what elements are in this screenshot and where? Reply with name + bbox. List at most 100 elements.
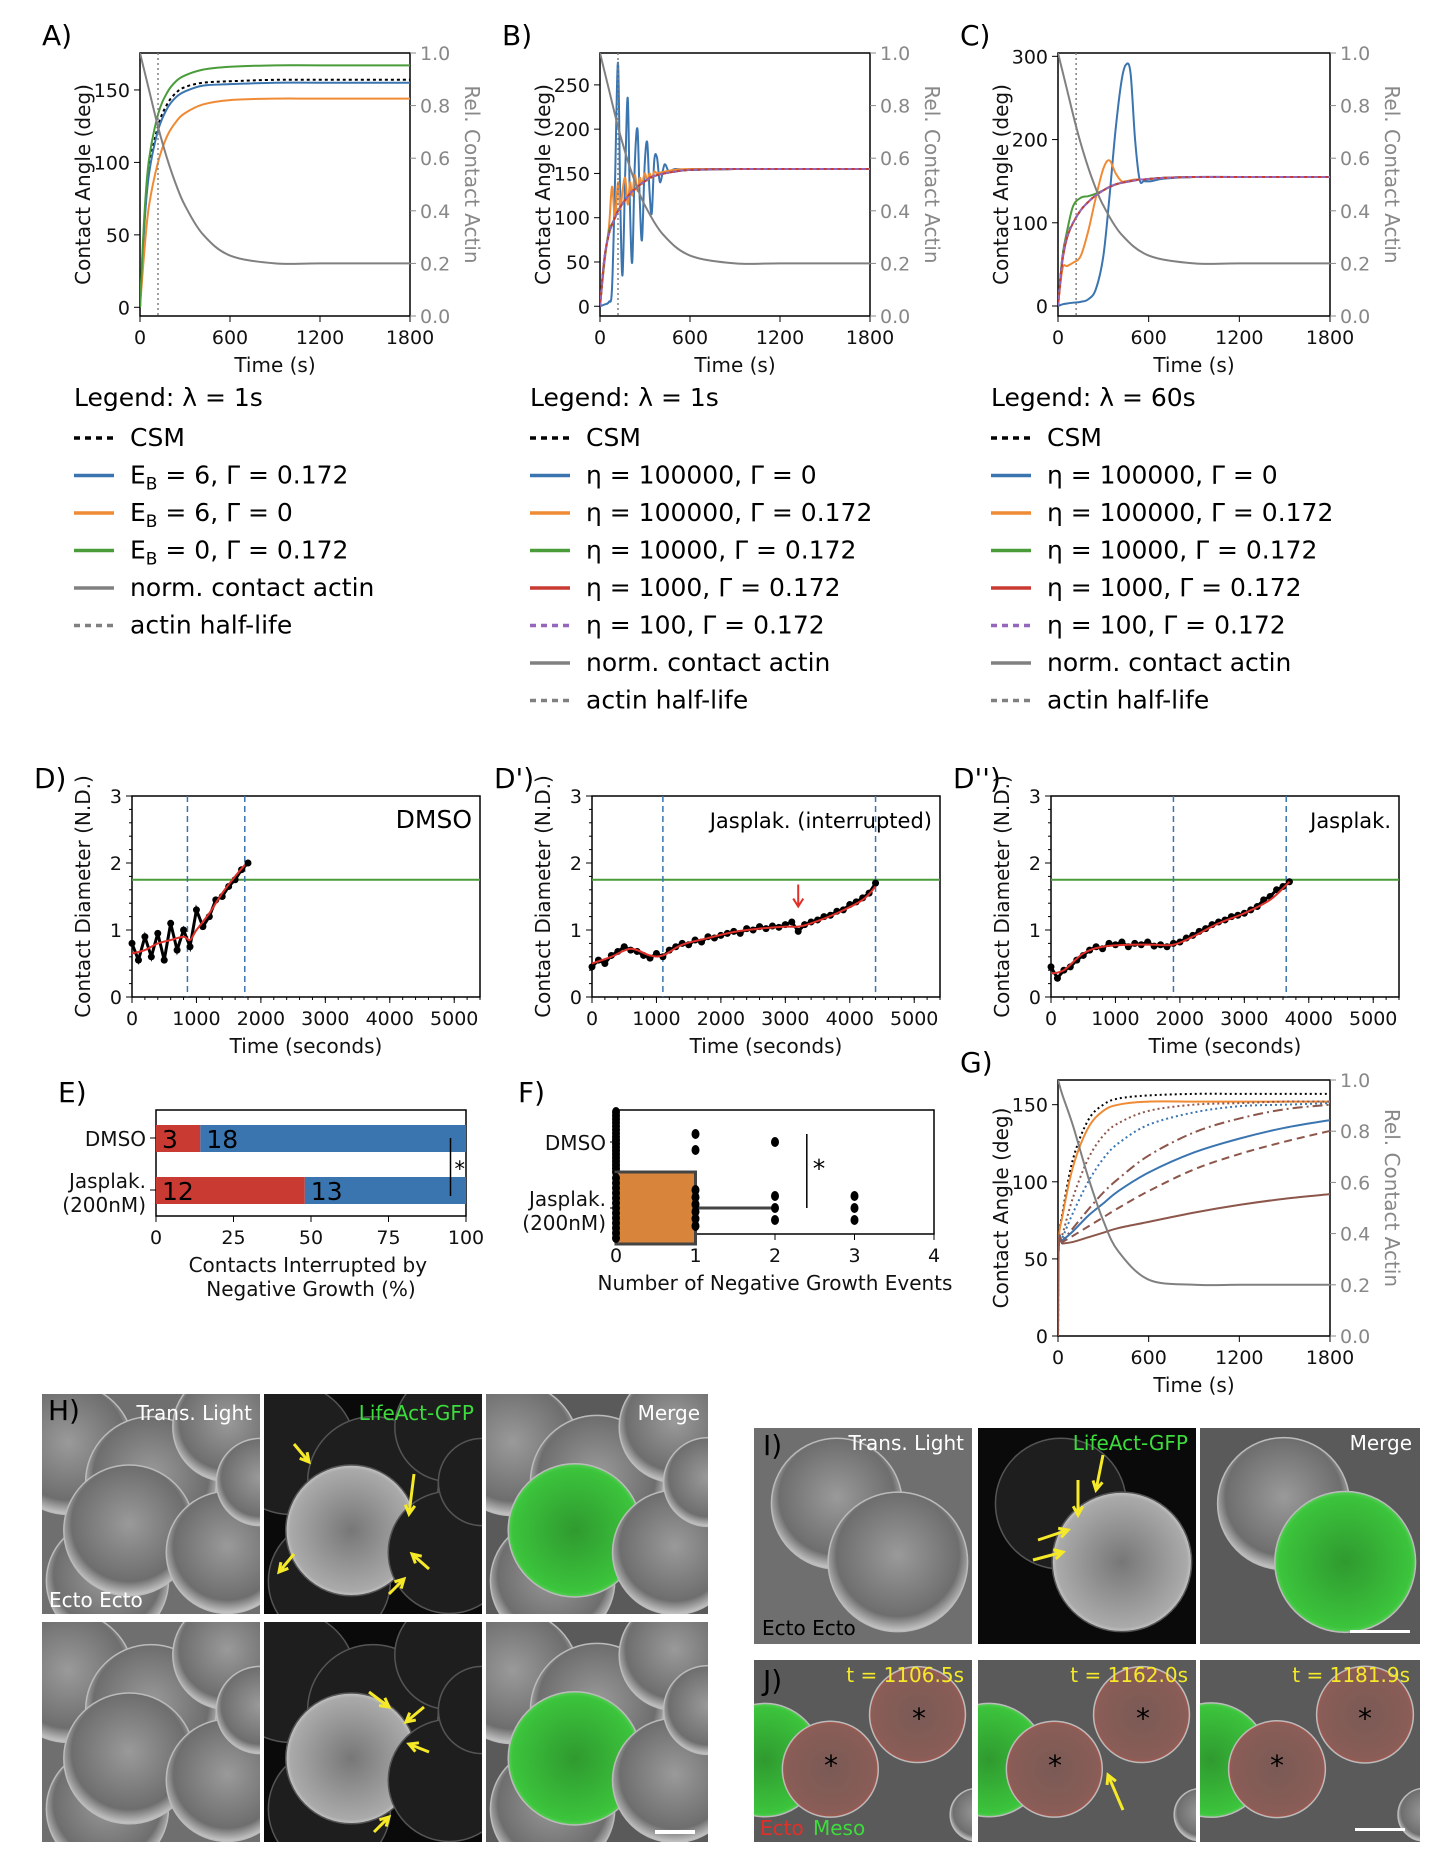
data-line: [1049, 880, 1291, 981]
significance-marker: *: [813, 1154, 826, 1183]
condition-label: Ecto Ecto: [49, 1588, 143, 1612]
legend-title: Legend: λ = 1s: [74, 383, 263, 412]
y-right-axis-label: Rel. Contact Actin: [1380, 85, 1404, 263]
y-axis-label: Contact Diameter (N.D.): [531, 775, 555, 1018]
y-tick-label: 100: [554, 208, 590, 230]
y-right-tick-label: 0.2: [420, 253, 450, 275]
category-label: Jasplak.: [67, 1169, 146, 1193]
data-point: [1053, 974, 1061, 982]
x-axis-label: Time (seconds): [689, 1034, 843, 1058]
x-tick-label: 1000: [172, 1008, 220, 1030]
panel-E: E) 0 25 50 75 100 Contacts Interrupted by Nega…: [58, 1076, 484, 1301]
data-point: [588, 963, 596, 971]
legend-label: η = 100000, Γ = 0.172: [1047, 498, 1333, 527]
y-tick-label: 0: [118, 297, 130, 319]
panel-I-image: LifeAct-GFP: [978, 1428, 1196, 1644]
data-point: [147, 953, 155, 961]
cell: [437, 1437, 482, 1527]
data-point: [691, 1129, 700, 1139]
panel-C: C) 0 600 1200 1800 0 100 200 300 0.0 0.2 0.4 0.6 0.8 1…: [960, 19, 1404, 715]
y-right-tick-label: 0.6: [420, 148, 450, 170]
channel-label: LifeAct-GFP: [359, 1401, 474, 1425]
cells: [42, 1394, 260, 1614]
x-axis-label: Number of Negative Growth Events: [598, 1271, 953, 1295]
cell: [1315, 1665, 1415, 1764]
fit-line: [131, 864, 246, 955]
legend-label: η = 100, Γ = 0.172: [586, 611, 825, 640]
cells: [770, 1437, 969, 1633]
arrow-icon: [406, 1741, 430, 1754]
arrow-icon: [1037, 1526, 1071, 1542]
data-point: [601, 960, 609, 967]
y-right-tick-label: 0.6: [1340, 148, 1370, 170]
plot-frame: [139, 52, 411, 317]
arrow-icon: [387, 1576, 407, 1596]
plot-area: [1058, 53, 1330, 316]
y-tick-label: 150: [554, 163, 590, 185]
x-tick-label: 2000: [697, 1008, 745, 1030]
series-line: [600, 53, 870, 265]
legend-label: CSM: [1047, 423, 1102, 452]
data-point: [134, 956, 142, 964]
data-point: [691, 1221, 700, 1231]
y-right-tick-label: 1.0: [420, 43, 450, 65]
data-point: [771, 1203, 779, 1213]
x-tick-label: 0: [126, 1008, 138, 1030]
data-point: [612, 1233, 620, 1243]
y-axis-label: Contact Angle (deg): [989, 1108, 1013, 1309]
data-point: [850, 1191, 859, 1201]
cell-marker: *: [1358, 1702, 1372, 1735]
x-tick-label: 3000: [301, 1008, 349, 1030]
arrow-icon: [403, 1473, 417, 1518]
channel-label: Merge: [638, 1401, 700, 1425]
data-point: [691, 1206, 700, 1217]
legend-label: EB = 0, Γ = 0.172: [130, 536, 348, 570]
data-point: [771, 1215, 779, 1225]
x-tick-label: 0: [134, 327, 146, 349]
y-tick-label: 0: [1036, 1326, 1048, 1348]
cell: [781, 1720, 880, 1818]
x-tick-label: 50: [299, 1227, 323, 1249]
data-point: [180, 926, 188, 934]
y-right-tick-label: 0.0: [880, 306, 910, 328]
y-axis-label: Contact Diameter (N.D.): [71, 775, 95, 1018]
bar-count-label: 18: [206, 1125, 238, 1154]
cells: [1200, 1665, 1420, 1842]
plot-frame: [591, 795, 941, 998]
y-tick-label: 3: [110, 786, 122, 808]
series-line: [600, 167, 870, 307]
cell: [662, 1664, 708, 1756]
y-tick-label: 0: [578, 296, 590, 318]
data-point: [691, 1145, 700, 1155]
legend-label: η = 100000, Γ = 0.172: [586, 498, 872, 527]
legend-meso: Meso: [813, 1816, 865, 1840]
cell: [1005, 1720, 1104, 1818]
bar-count-label: 13: [311, 1177, 343, 1206]
y-tick-label: 0: [1029, 987, 1041, 1009]
arrow-icon: [1071, 1480, 1085, 1519]
micrographs: Trans. Light LifeAct-GFP Merge H) Ecto Ecto T…: [42, 1394, 1420, 1842]
y-tick-label: 0: [1036, 296, 1048, 318]
data-point: [794, 927, 802, 935]
y-axis-label: Contact Angle (deg): [531, 84, 555, 285]
data-point: [1260, 896, 1268, 904]
condition-label: Jasplak. (interrupted): [708, 809, 932, 833]
category-label: DMSO: [85, 1127, 146, 1151]
y-right-tick-label: 1.0: [880, 43, 910, 65]
legend-title: Legend: λ = 60s: [991, 383, 1196, 412]
panel-I-image: Trans. Light: [754, 1428, 972, 1644]
x-tick-label: 0: [150, 1227, 162, 1249]
cells: [754, 1665, 972, 1842]
panel-A: A) 0 600 1200 1800 0 50 100 150 0.0 0.2 0.4 0.6 0.8 1.…: [42, 19, 484, 640]
data-point: [620, 943, 628, 951]
data-point: [788, 918, 796, 926]
x-axis-label: Time (seconds): [229, 1034, 383, 1058]
cells: [486, 1622, 708, 1842]
legend-label: η = 1000, Γ = 0.172: [1047, 573, 1302, 602]
x-tick-label: 2000: [237, 1008, 285, 1030]
cells: [264, 1622, 482, 1842]
series-line: [600, 167, 870, 307]
legend-label: CSM: [130, 423, 185, 452]
bar-segment: [304, 1177, 466, 1204]
series-line: [1058, 1092, 1330, 1336]
